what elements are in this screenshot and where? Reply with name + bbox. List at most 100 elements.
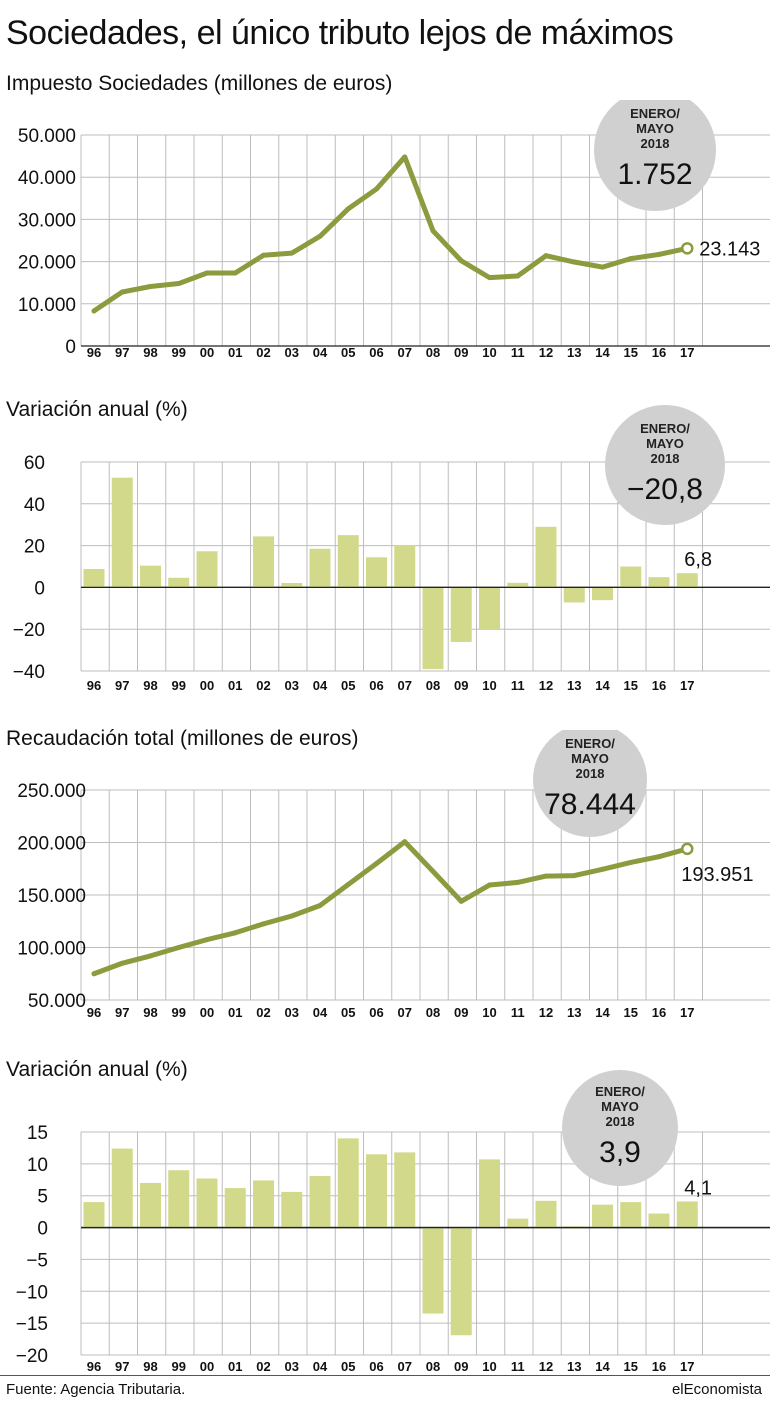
bar [394, 544, 416, 588]
x-tick-label: 03 [285, 345, 299, 360]
x-tick-label: 08 [426, 1005, 440, 1020]
data-point [204, 270, 210, 276]
x-tick-label: 97 [115, 678, 129, 693]
bar [83, 569, 105, 588]
data-point [487, 882, 492, 888]
y-tick-label: −10 [16, 1282, 48, 1303]
bar [648, 577, 670, 588]
x-tick-label: 01 [228, 1005, 242, 1020]
x-tick-label: 05 [341, 678, 355, 693]
data-point [289, 250, 295, 256]
end-value-label: 4,1 [684, 1177, 712, 1199]
panel3-title: Recaudación total (millones de euros) [6, 727, 359, 750]
x-tick-label: 00 [200, 678, 214, 693]
data-point [543, 873, 549, 879]
bar [168, 1170, 190, 1228]
data-point [515, 879, 521, 885]
data-point [430, 228, 436, 234]
series-line [91, 154, 690, 314]
data-point [628, 859, 634, 865]
x-tick-label: 03 [285, 1359, 299, 1374]
data-point [458, 898, 464, 904]
x-tick-label: 07 [398, 1005, 412, 1020]
series-line [91, 839, 690, 977]
x-tick-label: 02 [256, 1359, 270, 1374]
x-tick-label: 12 [539, 678, 553, 693]
bubble-label-line1: ENERO/ [565, 736, 615, 751]
y-tick-label: 50.000 [28, 991, 86, 1012]
data-point [261, 252, 266, 258]
data-point [176, 945, 182, 950]
bar [479, 587, 500, 629]
x-tick-label: 99 [172, 345, 186, 360]
x-tick-label: 09 [454, 1359, 468, 1374]
y-tick-label: 30.000 [18, 210, 76, 231]
x-tick-label: 13 [567, 1005, 581, 1020]
bar [507, 582, 529, 588]
x-tick-label: 98 [143, 1005, 157, 1020]
page-title: Sociedades, el único tributo lejos de má… [6, 14, 674, 52]
x-tick-label: 13 [567, 1359, 581, 1374]
footer-divider [0, 1375, 770, 1376]
data-point [571, 873, 577, 879]
y-tick-label: 40 [24, 495, 45, 516]
chart-variacion-recaudacion: 15 10 5 0 −5 −10 −15 −20 96 97 98 99 00 01 02 03 04 05 06 0… [16, 1070, 770, 1374]
x-tick-label: 97 [115, 1005, 129, 1020]
x-tick-label: 17 [680, 1005, 694, 1020]
bubble-label-line1: ENERO/ [595, 1084, 645, 1099]
data-point [402, 154, 408, 160]
bar [337, 1138, 359, 1228]
x-tick-label: 15 [624, 1005, 638, 1020]
x-tick-label: 17 [680, 1359, 694, 1374]
y-tick-label: −20 [13, 620, 45, 641]
x-tick-label: 07 [398, 1359, 412, 1374]
data-point [628, 256, 634, 262]
x-tick-label: 03 [285, 678, 299, 693]
bar [535, 1200, 557, 1228]
data-point [232, 930, 238, 936]
x-tick-label: 10 [482, 678, 496, 693]
bar [111, 477, 133, 588]
x-tick-label: 16 [652, 345, 666, 360]
data-point [261, 921, 266, 927]
data-point [374, 186, 379, 192]
data-point [681, 842, 694, 856]
chart-variacion-sociedades: 60 40 20 0 −20 −40 96 97 98 99 00 01 02 03 04 05 06 07 08 0… [13, 405, 770, 693]
bubble-label-line3: 2018 [606, 1114, 635, 1129]
y-tick-label: 10.000 [18, 295, 76, 316]
highlight-bubble [562, 1070, 678, 1186]
x-tick-label: 14 [595, 678, 610, 693]
x-tick-label: 14 [595, 345, 610, 360]
x-tick-label: 09 [454, 1005, 468, 1020]
bar [337, 535, 359, 588]
y-tick-label: 15 [27, 1123, 48, 1144]
end-value-label: 193.951 [681, 864, 753, 886]
y-tick-label: 200.000 [17, 834, 86, 855]
panel2-title: Variación anual (%) [6, 398, 188, 421]
y-tick-label: 10 [27, 1155, 48, 1176]
x-tick-label: 05 [341, 345, 355, 360]
highlight-bubble [533, 730, 647, 837]
y-tick-label: 40.000 [18, 168, 76, 189]
y-tick-label: 20 [24, 537, 45, 558]
x-tick-label: 04 [313, 1005, 328, 1020]
bubble-label-line2: MAYO [571, 751, 609, 766]
chart-impuesto-sociedades: 50.000 40.000 30.000 20.000 10.000 0 96 97 98 99 0… [18, 100, 770, 360]
x-tick-label: 06 [369, 1359, 383, 1374]
bar [83, 1202, 105, 1228]
x-tick-label: 10 [482, 345, 496, 360]
x-tick-label: 96 [87, 1005, 101, 1020]
x-tick-label: 00 [200, 345, 214, 360]
data-point [317, 903, 323, 908]
bar [676, 1201, 698, 1228]
panel1-title: Impuesto Sociedades (millones de euros) [6, 72, 393, 95]
panel4-title: Variación anual (%) [6, 1058, 188, 1081]
data-point [204, 937, 210, 943]
bubble-label-line1: ENERO/ [640, 421, 690, 436]
bubble-value: 3,9 [599, 1136, 641, 1169]
x-tick-label: 08 [426, 1359, 440, 1374]
x-tick-label: 05 [341, 1005, 355, 1020]
bar [196, 551, 218, 588]
data-point [656, 854, 662, 860]
data-point [430, 868, 436, 874]
